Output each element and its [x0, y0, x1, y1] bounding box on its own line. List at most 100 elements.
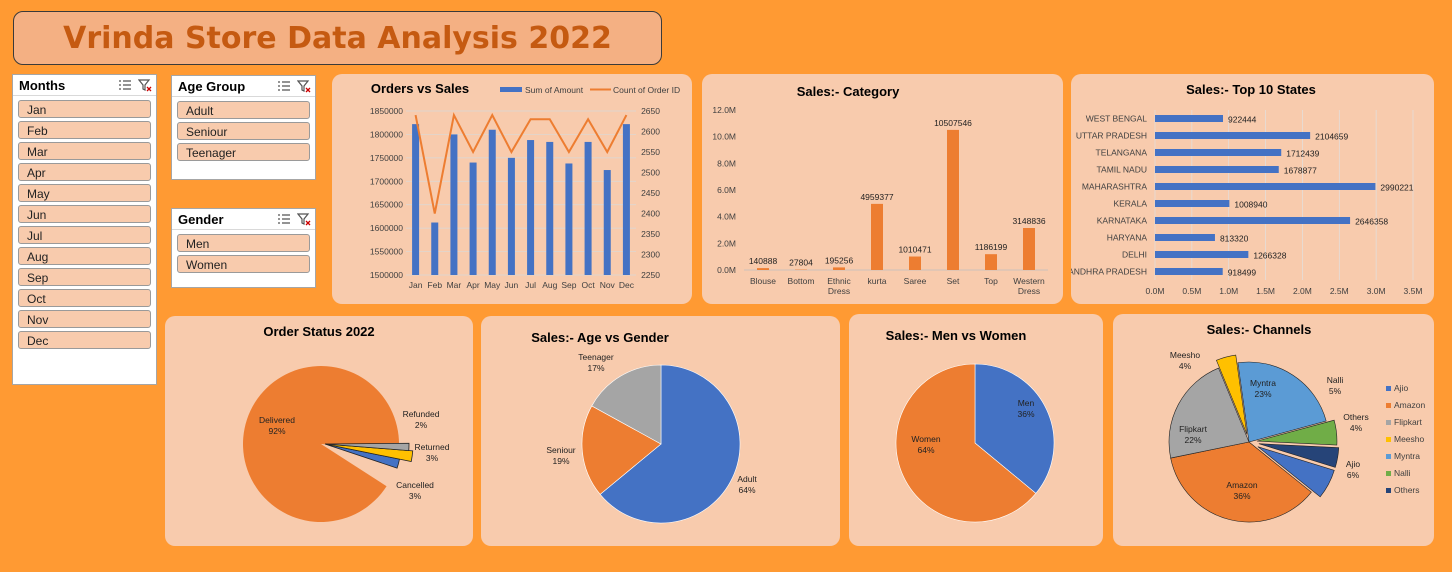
data-label: 2104659	[1315, 132, 1348, 142]
pie-label: Amazon	[1226, 480, 1257, 490]
slicer-item-month[interactable]: Mar	[18, 142, 151, 160]
slicer-item-gender[interactable]: Men	[177, 234, 310, 252]
channels-chart: Sales:- ChannelsMyntra23%Nalli5%Others4%…	[1168, 322, 1425, 523]
months-slicer: Months Jan Feb Mar Apr May Jun Jul Aug Sep Oct Nov…	[12, 74, 157, 385]
pie-label: 17%	[587, 363, 604, 373]
pie-label: 6%	[1347, 470, 1360, 480]
slicer-item-age[interactable]: Seniour	[177, 122, 310, 140]
pie-slice	[1237, 361, 1327, 443]
y-tick-label: 1700000	[370, 176, 403, 186]
multi-select-icon[interactable]	[277, 79, 291, 93]
x-tick-label: 3.5M	[1404, 286, 1423, 296]
y-tick-label: 1500000	[370, 270, 403, 280]
bar-mark	[584, 141, 592, 275]
slicer-item-month[interactable]: Apr	[18, 163, 151, 181]
pie-slice	[591, 364, 662, 445]
pie-label: 64%	[738, 485, 755, 495]
clear-filter-icon[interactable]	[297, 212, 311, 226]
slicer-item-month[interactable]: Oct	[18, 289, 151, 307]
y2-tick-label: 2650	[641, 106, 660, 116]
pie-label: 36%	[1017, 409, 1034, 419]
y-tick-label: 10.0M	[712, 132, 736, 142]
data-label: 922444	[1228, 115, 1257, 125]
chart-title: Sales:- Top 10 States	[1186, 82, 1316, 97]
x-tick-label: Jul	[525, 280, 536, 290]
pie-slice	[243, 366, 399, 522]
pie-label: Women	[911, 434, 940, 444]
bar-mark	[469, 162, 477, 275]
multi-select-icon[interactable]	[277, 212, 291, 226]
pie-slice	[324, 443, 414, 463]
pie-label: 5%	[1329, 386, 1342, 396]
age-group-slicer-header: Age Group	[172, 76, 315, 97]
slicer-item-month[interactable]: Jul	[18, 226, 151, 244]
slicer-item-month[interactable]: May	[18, 184, 151, 202]
order-status-chart: Order Status 2022Delivered92%Cancelled3%…	[243, 324, 450, 522]
slicer-item-month[interactable]: Dec	[18, 331, 151, 349]
y-tick-label: 1600000	[370, 223, 403, 233]
y-tick-label: KERALA	[1113, 199, 1147, 209]
x-tick-label: Sep	[561, 280, 576, 290]
y-tick-label: ANDHRA PRADESH	[1071, 267, 1147, 277]
slicer-item-gender[interactable]: Women	[177, 255, 310, 273]
y-tick-label: UTTAR PRADESH	[1076, 131, 1147, 141]
pie-label: 36%	[1233, 491, 1250, 501]
bar-mark	[412, 124, 420, 275]
slicer-item-month[interactable]: Aug	[18, 247, 151, 265]
months-slicer-header: Months	[13, 75, 156, 96]
y2-tick-label: 2600	[641, 127, 660, 137]
clear-filter-icon[interactable]	[297, 79, 311, 93]
clear-filter-icon[interactable]	[138, 78, 152, 92]
dashboard-title-box: Vrinda Store Data Analysis 2022	[13, 11, 662, 65]
y-tick-label: TAMIL NADU	[1096, 165, 1147, 175]
legend-label: Flipkart	[1394, 417, 1423, 427]
bar-mark	[1155, 115, 1223, 122]
bar-mark	[622, 124, 630, 275]
slicer-item-month[interactable]: Jan	[18, 100, 151, 118]
x-tick-label: Ethnic	[827, 276, 851, 286]
gender-slicer-list: Men Women	[172, 230, 315, 273]
chart-title: Sales:- Men vs Women	[886, 328, 1027, 343]
slicer-item-month[interactable]: Sep	[18, 268, 151, 286]
order-status-panel: Order Status 2022 Delivered 92% Cancelled 3%…	[165, 316, 473, 546]
orders-vs-sales-chart: Orders vs Sales 1500000 1550000 1600000 1650…	[370, 81, 680, 290]
pie-label: 23%	[1254, 389, 1271, 399]
pie-label: Ajio	[1346, 459, 1360, 469]
sales-category-panel: Sales:- Category 0.0M 2.0M 4.0M 6.0M 8.0M 10.0…	[702, 74, 1063, 304]
data-label: 3148836	[1012, 216, 1045, 226]
chart-title: Order Status 2022	[263, 324, 374, 339]
x-tick-label: Apr	[466, 280, 479, 290]
x-tick-label: Dress	[828, 286, 850, 296]
slicer-item-month[interactable]: Nov	[18, 310, 151, 328]
multi-select-icon[interactable]	[118, 78, 132, 92]
slicer-item-month[interactable]: Jun	[18, 205, 151, 223]
bar-mark	[1155, 183, 1376, 190]
dashboard-title: Vrinda Store Data Analysis 2022	[63, 20, 612, 56]
bar-mark	[450, 134, 458, 275]
pie-slice	[1170, 441, 1312, 523]
y-tick-label: WEST BENGAL	[1086, 114, 1148, 124]
men-vs-women-panel: Sales:- Men vs Women Men 36% Women 64%	[849, 314, 1103, 546]
pie-slice	[599, 364, 741, 524]
legend-swatch	[1386, 386, 1391, 391]
y-tick-label: MAHARASHTRA	[1082, 182, 1148, 192]
slicer-item-age[interactable]: Teenager	[177, 143, 310, 161]
slicer-item-month[interactable]: Feb	[18, 121, 151, 139]
bar-mark	[1155, 268, 1223, 275]
legend-swatch	[1386, 471, 1391, 476]
y2-tick-label: 2350	[641, 229, 660, 239]
pie-slice	[1257, 446, 1335, 498]
pie-label: 22%	[1184, 435, 1201, 445]
data-label: 2646358	[1355, 217, 1388, 227]
pie-slice	[1256, 419, 1338, 446]
pie-slice	[1216, 354, 1248, 435]
data-label: 813320	[1220, 234, 1249, 244]
pie-label: 4%	[1350, 423, 1363, 433]
bar-mark	[1155, 200, 1230, 207]
y-tick-label: HARYANA	[1107, 233, 1148, 243]
x-tick-label: Oct	[581, 280, 595, 290]
y-tick-label: 2.0M	[717, 238, 736, 248]
data-label: 195256	[825, 255, 854, 265]
slicer-item-age[interactable]: Adult	[177, 101, 310, 119]
